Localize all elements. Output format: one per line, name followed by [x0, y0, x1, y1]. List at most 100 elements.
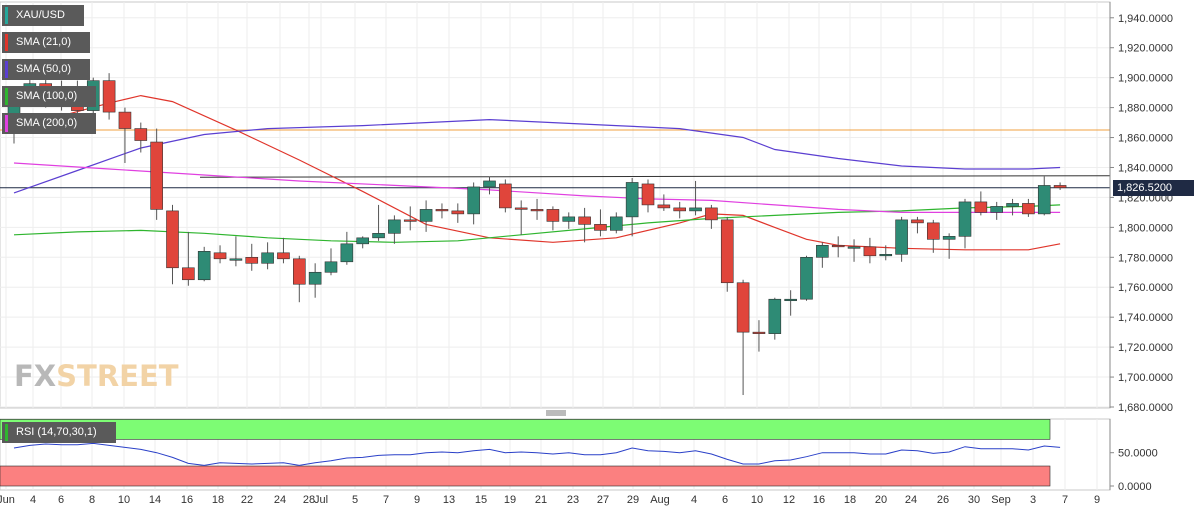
x-tick-label: 4	[30, 494, 36, 506]
candle-body	[197, 251, 211, 281]
y-tick-label: 1,860.0000	[1118, 133, 1173, 145]
y-tick-label: 1,920.0000	[1118, 43, 1173, 55]
candles	[7, 73, 1067, 396]
candle-body	[134, 128, 148, 141]
candle-body	[911, 219, 924, 224]
x-tick-label: 9	[1094, 494, 1100, 506]
candle-body	[451, 210, 465, 215]
x-tick-label: 10	[751, 494, 763, 506]
candle-body	[974, 201, 988, 213]
candle-body	[689, 207, 702, 212]
x-tick-label: 20	[875, 494, 887, 506]
x-tick-label: 6	[58, 494, 64, 506]
candle-body	[483, 180, 496, 188]
candle-body	[499, 183, 512, 209]
candle-body	[816, 245, 829, 258]
candle-body	[1022, 203, 1035, 215]
candle-body	[102, 80, 116, 113]
main-grid	[0, 1, 1111, 409]
y-tick-label: 1,780.0000	[1118, 252, 1173, 264]
x-tick-label: 24	[274, 494, 286, 506]
candle-body	[895, 219, 908, 255]
candle-body	[403, 219, 417, 222]
candle-body	[1006, 203, 1019, 207]
candle-body	[1053, 185, 1067, 188]
x-tick-label: 23	[567, 494, 579, 506]
legend-swatch-sma21	[5, 34, 8, 51]
candle-body	[990, 206, 1004, 213]
candle-body	[752, 331, 766, 334]
sma-line	[13, 94, 1061, 251]
legend-swatch-rsi	[5, 424, 8, 441]
y-tick-label: 1,900.0000	[1118, 73, 1173, 85]
rsi-tick-label: 0.0000	[1118, 481, 1152, 493]
candle-body	[245, 256, 259, 264]
y-tick-label: 1,800.0000	[1118, 222, 1173, 234]
legend-sma21: SMA (21,0)	[2, 32, 90, 53]
legend-sma50: SMA (50,0)	[2, 59, 90, 80]
legend-label: SMA (21,0)	[16, 36, 72, 48]
x-tick-label: Jun	[0, 494, 15, 506]
candle-body	[768, 298, 782, 334]
candle-body	[847, 246, 861, 249]
current-price-label: 1,826.5200	[1117, 182, 1173, 194]
x-tick-label: 22	[241, 494, 253, 506]
candle-body	[229, 258, 243, 261]
legend-sma200: SMA (200,0)	[2, 113, 96, 134]
candle-body	[530, 209, 544, 212]
candle-body	[1037, 185, 1051, 215]
x-tick-label: 16	[813, 494, 825, 506]
rsi-tick-label: 50.0000	[1118, 448, 1158, 460]
candle-body	[514, 207, 528, 210]
x-tick-label: 7	[1062, 494, 1068, 506]
main-plot-area	[0, 1, 1111, 409]
horizontal-lines	[0, 129, 1111, 189]
price-axis: 1,940.0000 1,920.0000 1,900.0000 1,880.0000…	[1109, 2, 1173, 490]
candle-body	[150, 141, 163, 210]
rsi-oversold-zone	[0, 465, 1051, 487]
legend-symbol: XAU/USD	[2, 5, 84, 26]
x-tick-label: 16	[181, 494, 193, 506]
candle-body	[182, 267, 195, 281]
x-tick-label: 12	[783, 494, 795, 506]
x-tick-label: 26	[937, 494, 949, 506]
candle-body	[166, 210, 179, 269]
legend-rsi: RSI (14,70,30,1)	[2, 422, 116, 443]
candle-body	[673, 207, 687, 212]
pane-resize-handle[interactable]	[546, 410, 566, 416]
candle-body	[720, 219, 734, 284]
candle-body	[546, 209, 560, 222]
resistance-line-black	[199, 175, 1111, 178]
x-tick-label: 24	[905, 494, 917, 506]
legend-label: SMA (50,0)	[16, 63, 72, 75]
candle-body	[261, 252, 274, 264]
y-tick-label: 1,740.0000	[1118, 312, 1173, 324]
candle-body	[308, 271, 322, 285]
x-tick-label: 14	[149, 494, 161, 506]
sma-line	[13, 204, 1061, 243]
y-tick-label: 1,760.0000	[1118, 282, 1173, 294]
x-tick-label: 18	[844, 494, 856, 506]
candle-body	[419, 209, 433, 222]
candle-body	[705, 207, 718, 221]
candle-body	[578, 216, 591, 225]
x-tick-label: 21	[535, 494, 547, 506]
y-tick-label: 1,940.0000	[1118, 13, 1173, 25]
current-price-tag: 1,826.5200	[1113, 180, 1194, 196]
candle-body	[863, 246, 877, 257]
x-tick-label: 8	[89, 494, 95, 506]
x-tick-label: Sep	[991, 494, 1011, 506]
x-tick-label: 29	[627, 494, 639, 506]
x-tick-label: 15	[475, 494, 487, 506]
candle-body	[926, 222, 940, 240]
candle-body	[292, 258, 306, 285]
candle-body	[213, 252, 227, 260]
sma-line	[13, 118, 1061, 194]
candle-body	[736, 282, 750, 333]
y-tick-label: 1,700.0000	[1118, 372, 1173, 384]
legend-label: SMA (200,0)	[16, 117, 78, 129]
candle-body	[657, 204, 671, 209]
rsi-panel: 50.0000 0.0000	[0, 419, 1158, 493]
